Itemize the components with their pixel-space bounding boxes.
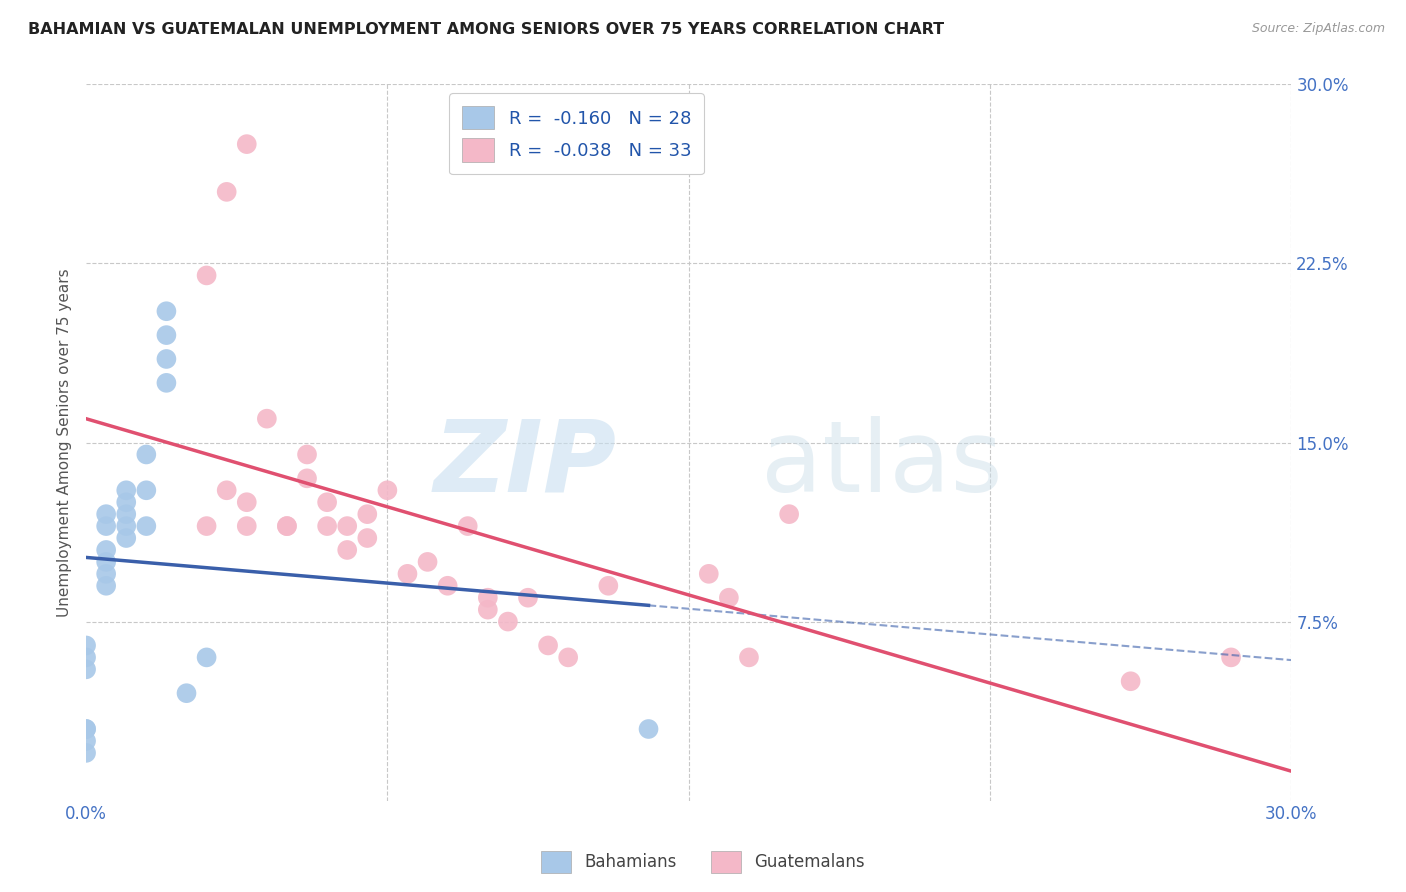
Point: [256, 411, 278, 425]
Point: [75, 722, 97, 736]
Point: [75, 746, 97, 760]
Point: [155, 328, 177, 343]
Point: [236, 519, 259, 533]
Point: [295, 471, 318, 485]
Point: [697, 566, 720, 581]
Point: [115, 519, 138, 533]
Point: [215, 483, 238, 498]
Point: [155, 351, 177, 366]
Point: [356, 531, 378, 545]
Point: [477, 591, 499, 605]
Point: [738, 650, 761, 665]
Point: [176, 686, 198, 700]
Point: [135, 447, 157, 461]
Point: [96, 543, 118, 558]
Legend: R =  -0.160   N = 28, R =  -0.038   N = 33: R = -0.160 N = 28, R = -0.038 N = 33: [449, 94, 704, 174]
Point: [195, 268, 218, 283]
Point: [135, 483, 157, 498]
Legend: Bahamians, Guatemalans: Bahamians, Guatemalans: [534, 845, 872, 880]
Point: [115, 507, 138, 521]
Point: [416, 555, 439, 569]
Point: [336, 543, 359, 558]
Point: [276, 519, 298, 533]
Point: [276, 519, 298, 533]
Point: [195, 519, 218, 533]
Point: [316, 495, 339, 509]
Point: [236, 137, 259, 152]
Point: [75, 734, 97, 748]
Point: [96, 519, 118, 533]
Point: [215, 185, 238, 199]
Point: [236, 495, 259, 509]
Point: [96, 579, 118, 593]
Point: [477, 602, 499, 616]
Point: [155, 304, 177, 318]
Point: [717, 591, 740, 605]
Text: BAHAMIAN VS GUATEMALAN UNEMPLOYMENT AMONG SENIORS OVER 75 YEARS CORRELATION CHAR: BAHAMIAN VS GUATEMALAN UNEMPLOYMENT AMON…: [28, 22, 945, 37]
Point: [496, 615, 519, 629]
Point: [295, 447, 318, 461]
Point: [377, 483, 399, 498]
Point: [457, 519, 479, 533]
Point: [637, 722, 659, 736]
Point: [115, 495, 138, 509]
Point: [517, 591, 540, 605]
Point: [75, 639, 97, 653]
Point: [115, 483, 138, 498]
Point: [778, 507, 800, 521]
Point: [1220, 650, 1243, 665]
Point: [75, 650, 97, 665]
Point: [598, 579, 620, 593]
Point: [336, 519, 359, 533]
Point: [1119, 674, 1142, 689]
Point: [436, 579, 458, 593]
Point: [96, 507, 118, 521]
Point: [557, 650, 579, 665]
Y-axis label: Unemployment Among Seniors over 75 years: Unemployment Among Seniors over 75 years: [58, 268, 72, 617]
Text: atlas: atlas: [761, 416, 1002, 513]
Point: [115, 531, 138, 545]
Point: [316, 519, 339, 533]
Point: [96, 566, 118, 581]
Point: [537, 639, 560, 653]
Point: [96, 555, 118, 569]
Point: [75, 722, 97, 736]
Point: [195, 650, 218, 665]
Point: [396, 566, 419, 581]
Point: [155, 376, 177, 390]
Text: Source: ZipAtlas.com: Source: ZipAtlas.com: [1251, 22, 1385, 36]
Point: [356, 507, 378, 521]
Point: [75, 662, 97, 676]
Point: [135, 519, 157, 533]
Text: ZIP: ZIP: [433, 416, 616, 513]
